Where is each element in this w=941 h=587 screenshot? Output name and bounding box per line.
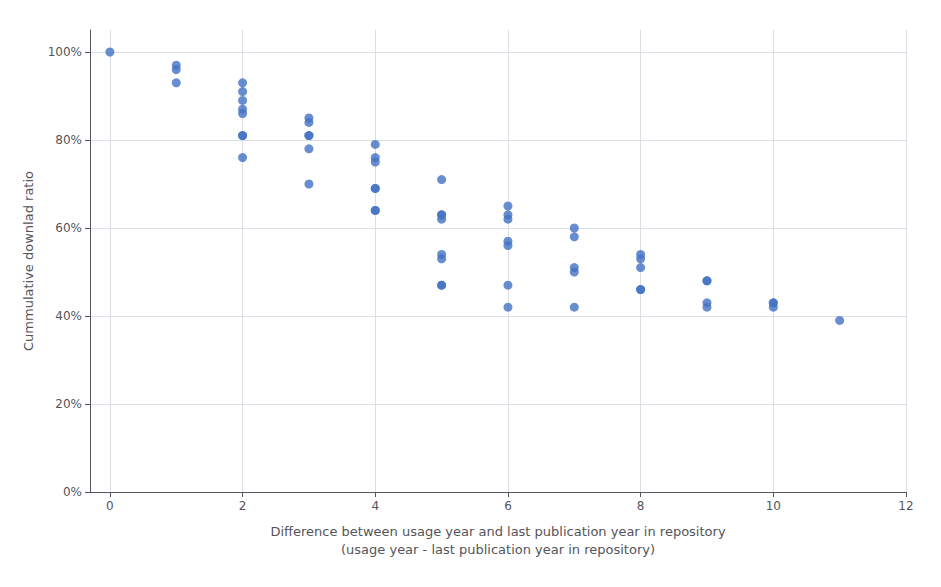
svg-text:6: 6	[504, 499, 512, 513]
svg-text:0: 0	[106, 499, 114, 513]
svg-text:(usage year - last publication: (usage year - last publication year in r…	[341, 542, 655, 557]
svg-text:10: 10	[766, 499, 781, 513]
svg-text:12: 12	[898, 499, 913, 513]
svg-text:2: 2	[239, 499, 247, 513]
svg-text:8: 8	[637, 499, 645, 513]
svg-text:Difference between usage year: Difference between usage year and last p…	[270, 524, 725, 539]
svg-text:60%: 60%	[55, 221, 82, 235]
svg-text:40%: 40%	[55, 309, 82, 323]
svg-text:4: 4	[371, 499, 379, 513]
svg-text:100%: 100%	[48, 45, 82, 59]
svg-text:0%: 0%	[63, 485, 82, 499]
svg-text:80%: 80%	[55, 133, 82, 147]
svg-text:Cummulative downlad ratio: Cummulative downlad ratio	[21, 171, 36, 351]
svg-text:20%: 20%	[55, 397, 82, 411]
